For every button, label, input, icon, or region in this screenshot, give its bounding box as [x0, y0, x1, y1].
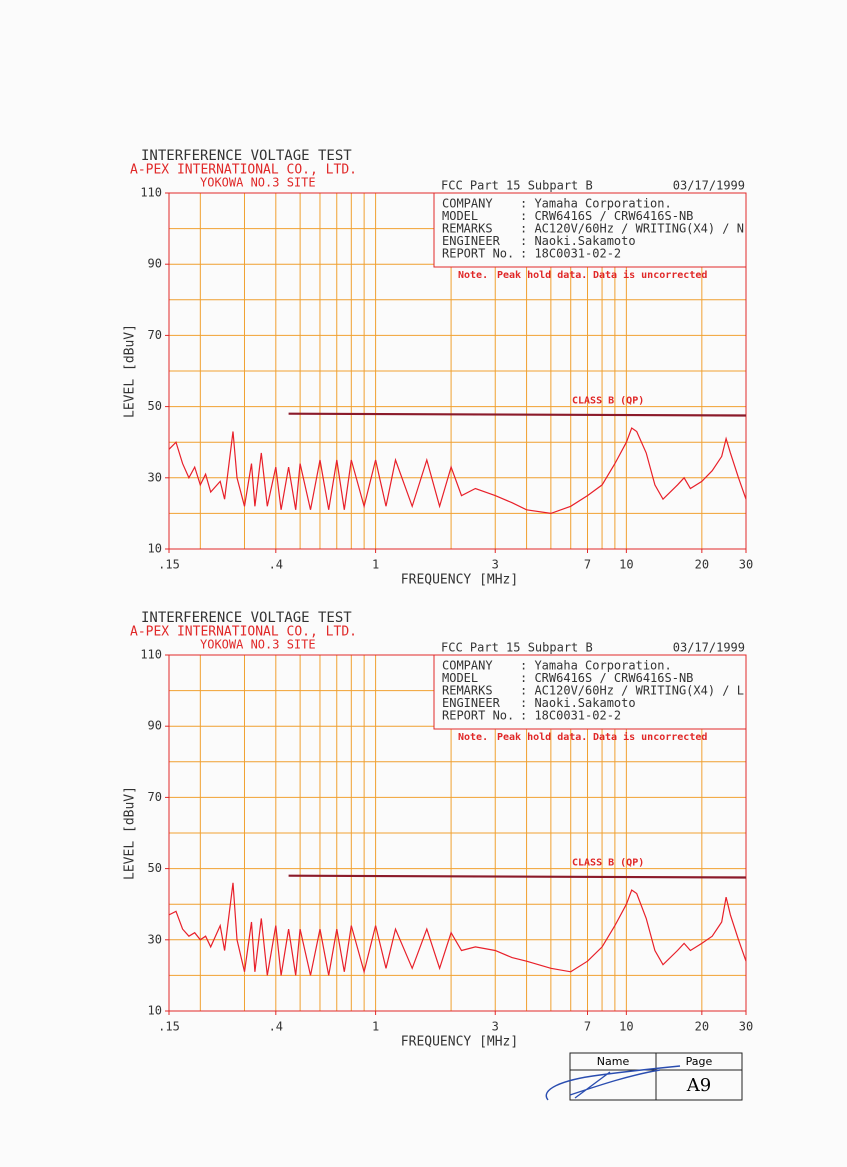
info-label: MODEL: [442, 209, 478, 223]
y-tick-label: 90: [148, 719, 162, 733]
x-tick-label: 1: [372, 558, 379, 572]
x-tick-label: 7: [584, 1020, 591, 1034]
x-tick-label: 20: [695, 558, 709, 572]
footer-page: A9: [686, 1075, 711, 1096]
standard: FCC Part 15 Subpart B: [441, 179, 593, 193]
info-label: COMPANY: [442, 197, 493, 211]
info-value: : CRW6416S / CRW6416S-NB: [520, 209, 693, 223]
note: Data is uncorrected: [593, 269, 707, 281]
signature: [545, 1065, 681, 1101]
site: YOKOWA NO.3 SITE: [200, 176, 316, 190]
x-tick-label: 20: [695, 1020, 709, 1034]
x-axis-label: FREQUENCY [MHz]: [401, 1035, 518, 1050]
plot-frame: [168, 192, 747, 550]
x-tick-label: 10: [619, 558, 633, 572]
date: 03/17/1999: [673, 641, 745, 655]
footer-page-label: Page: [686, 1055, 713, 1068]
info-box: [433, 654, 747, 730]
y-tick-label: 110: [140, 186, 162, 200]
info-value: : CRW6416S / CRW6416S-NB: [520, 671, 693, 685]
note: Peak hold data.: [497, 732, 587, 743]
x-tick-label: 30: [739, 1020, 753, 1034]
x-tick-label: 3: [492, 1020, 499, 1034]
x-axis-label: FREQUENCY [MHz]: [401, 573, 518, 588]
plot-frame: [168, 654, 747, 1012]
info-label: REPORT No.: [442, 247, 514, 261]
limit-label: CLASS B (QP): [572, 396, 644, 407]
x-tick-label: .4: [269, 558, 283, 572]
chart-title: INTERFERENCE VOLTAGE TEST: [141, 148, 352, 164]
y-tick-label: 70: [148, 790, 162, 804]
y-tick-label: 10: [148, 542, 162, 556]
org: A-PEX INTERNATIONAL CO., LTD.: [130, 625, 357, 640]
chart-title: INTERFERENCE VOLTAGE TEST: [141, 610, 352, 626]
limit-line: [288, 874, 747, 879]
footer-name-label: Name: [597, 1055, 630, 1068]
x-tick-label: 1: [372, 1020, 379, 1034]
y-tick-label: 30: [148, 932, 162, 946]
y-tick-label: 50: [148, 399, 162, 413]
info-label: MODEL: [442, 671, 478, 685]
info-box: [433, 192, 747, 268]
x-tick-label: 30: [739, 558, 753, 572]
footer-box: Name Page A9: [545, 1052, 743, 1101]
info-value: : AC120V/60Hz / WRITING(X4) / N: [520, 222, 744, 236]
info-value: : Yamaha Corporation.: [520, 197, 672, 211]
date: 03/17/1999: [673, 179, 745, 193]
site: YOKOWA NO.3 SITE: [200, 638, 316, 652]
info-label: REMARKS: [442, 222, 493, 236]
y-tick-label: 110: [140, 648, 162, 662]
info-value: : Naoki.Sakamoto: [520, 696, 636, 710]
info-label: REMARKS: [442, 684, 493, 698]
info-value: : AC120V/60Hz / WRITING(X4) / L: [520, 684, 744, 698]
info-value: : 18C0031-02-2: [520, 247, 621, 261]
info-label: ENGINEER: [442, 234, 501, 248]
trace: [168, 882, 747, 976]
info-value: : Naoki.Sakamoto: [520, 234, 636, 248]
x-tick-label: 10: [619, 1020, 633, 1034]
x-tick-label: .15: [158, 1020, 180, 1034]
y-axis-label: LEVEL [dBuV]: [123, 324, 138, 418]
note: Data is uncorrected: [593, 731, 707, 743]
y-axis-label: LEVEL [dBuV]: [123, 786, 138, 880]
info-label: COMPANY: [442, 659, 493, 673]
x-tick-label: .15: [158, 558, 180, 572]
y-tick-label: 70: [148, 328, 162, 342]
note: Note.: [458, 270, 488, 281]
info-label: ENGINEER: [442, 696, 501, 710]
x-tick-label: 3: [492, 558, 499, 572]
standard: FCC Part 15 Subpart B: [441, 641, 593, 655]
y-tick-label: 50: [148, 861, 162, 875]
x-tick-label: 7: [584, 558, 591, 572]
trace: [168, 427, 747, 515]
y-tick-label: 10: [148, 1004, 162, 1018]
x-tick-label: .4: [269, 1020, 283, 1034]
limit-label: CLASS B (QP): [572, 858, 644, 869]
info-value: : 18C0031-02-2: [520, 709, 621, 723]
note: Peak hold data.: [497, 270, 587, 281]
limit-line: [288, 412, 747, 417]
y-tick-label: 90: [148, 257, 162, 271]
info-label: REPORT No.: [442, 709, 514, 723]
note: Note.: [458, 732, 488, 743]
info-value: : Yamaha Corporation.: [520, 659, 672, 673]
org: A-PEX INTERNATIONAL CO., LTD.: [130, 163, 357, 178]
y-tick-label: 30: [148, 470, 162, 484]
